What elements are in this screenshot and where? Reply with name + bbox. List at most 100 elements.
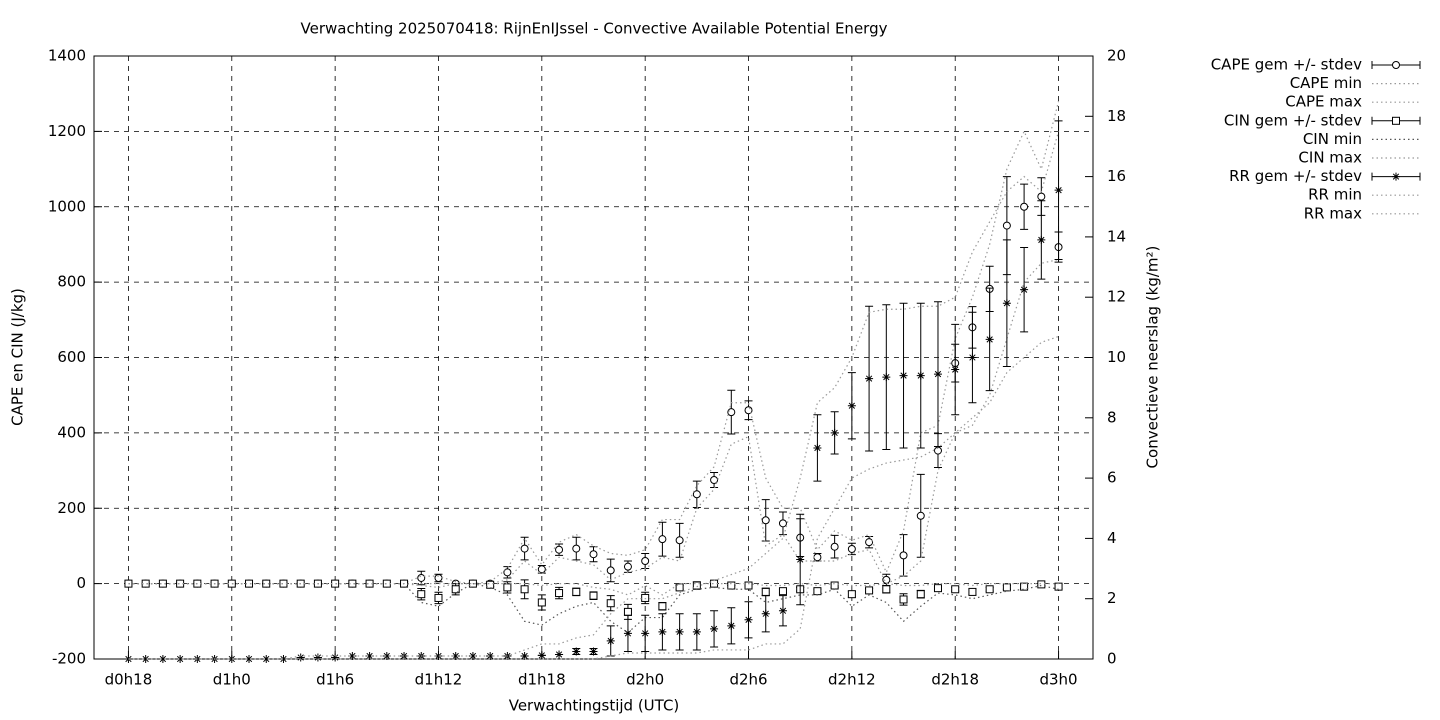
legend-label: RR gem +/- stdev <box>1229 167 1362 185</box>
marker <box>951 585 960 594</box>
marker <box>520 544 529 553</box>
x-tick-label: d1h0 <box>213 671 251 689</box>
legend-label: CIN min <box>1303 130 1362 148</box>
y2-tick-label: 18 <box>1107 107 1126 125</box>
marker <box>296 653 305 662</box>
legend-label: CAPE gem +/- stdev <box>1211 56 1362 74</box>
y-tick-label: 1000 <box>48 197 86 215</box>
marker <box>451 585 460 594</box>
marker <box>865 538 874 547</box>
marker <box>1020 285 1029 294</box>
marker <box>589 591 598 600</box>
marker <box>933 584 942 593</box>
x-tick-label: d1h12 <box>415 671 463 689</box>
marker <box>830 428 839 437</box>
marker <box>865 374 874 383</box>
marker <box>641 557 650 566</box>
x-axis-label: Verwachtingstijd (UTC) <box>509 697 680 715</box>
marker <box>933 370 942 379</box>
y2-tick-label: 12 <box>1107 288 1126 306</box>
y2-tick-label: 2 <box>1107 589 1117 607</box>
y2-tick-label: 16 <box>1107 167 1126 185</box>
marker <box>761 516 770 525</box>
marker <box>882 585 891 594</box>
marker <box>417 573 426 582</box>
x-tick-label: d1h6 <box>316 671 354 689</box>
marker <box>537 565 546 574</box>
marker <box>382 579 391 588</box>
marker <box>813 553 822 562</box>
marker <box>158 655 167 663</box>
marker <box>796 555 805 564</box>
marker <box>1054 186 1063 195</box>
marker <box>985 335 994 344</box>
x-tick-label: d2h0 <box>626 671 664 689</box>
marker <box>727 581 736 590</box>
x-tick-label: d2h18 <box>931 671 979 689</box>
range-line <box>128 335 1059 660</box>
marker <box>658 535 667 544</box>
marker <box>124 655 133 663</box>
y-tick-label: 1200 <box>48 122 86 140</box>
y2-tick-label: 20 <box>1107 47 1126 65</box>
marker <box>382 651 391 660</box>
y-tick-label: 400 <box>57 423 86 441</box>
marker <box>417 590 426 599</box>
marker <box>1002 221 1011 230</box>
marker <box>658 627 667 636</box>
marker <box>537 598 546 607</box>
marker <box>572 587 581 596</box>
marker <box>778 519 787 528</box>
range-line <box>128 131 1060 660</box>
marker <box>313 653 322 662</box>
marker <box>1002 583 1011 592</box>
legend-label: CAPE min <box>1290 74 1362 92</box>
y-tick-label: 800 <box>57 273 86 291</box>
x-tick-label: d1h18 <box>518 671 566 689</box>
marker <box>847 590 856 599</box>
marker <box>933 446 942 455</box>
marker <box>589 550 598 559</box>
y-tick-label: 200 <box>57 499 86 517</box>
marker <box>555 545 564 554</box>
marker <box>1037 580 1046 589</box>
marker <box>813 587 822 596</box>
marker <box>727 408 736 417</box>
marker <box>778 587 787 596</box>
marker <box>1020 582 1029 591</box>
legend-label: RR max <box>1304 204 1362 222</box>
x-tick-label: d2h6 <box>729 671 767 689</box>
marker <box>744 615 753 624</box>
marker <box>606 566 615 575</box>
marker <box>279 655 288 663</box>
marker <box>675 583 684 592</box>
legend-label: CIN max <box>1298 149 1362 167</box>
marker <box>606 599 615 608</box>
marker <box>331 579 340 588</box>
marker <box>1392 61 1400 69</box>
marker <box>486 651 495 660</box>
marker <box>641 593 650 602</box>
marker <box>572 544 581 553</box>
marker <box>623 562 632 571</box>
marker <box>245 655 254 663</box>
marker <box>365 651 374 660</box>
marker <box>434 593 443 602</box>
marker <box>899 595 908 604</box>
marker <box>451 651 460 660</box>
y-tick-label: 1400 <box>48 47 86 65</box>
plot-border <box>93 55 1094 660</box>
y2-tick-label: 14 <box>1107 227 1126 245</box>
x-tick-label: d0h18 <box>105 671 153 689</box>
marker <box>865 586 874 595</box>
marker <box>847 544 856 553</box>
marker <box>486 580 495 589</box>
marker <box>761 587 770 596</box>
marker <box>692 490 701 499</box>
chart-title: Verwachting 2025070418: RijnEnIJssel - C… <box>301 20 888 38</box>
marker <box>606 636 615 645</box>
marker <box>658 602 667 611</box>
y-tick-label: -200 <box>52 650 86 668</box>
marker <box>262 579 271 588</box>
y2-tick-label: 6 <box>1107 469 1117 487</box>
